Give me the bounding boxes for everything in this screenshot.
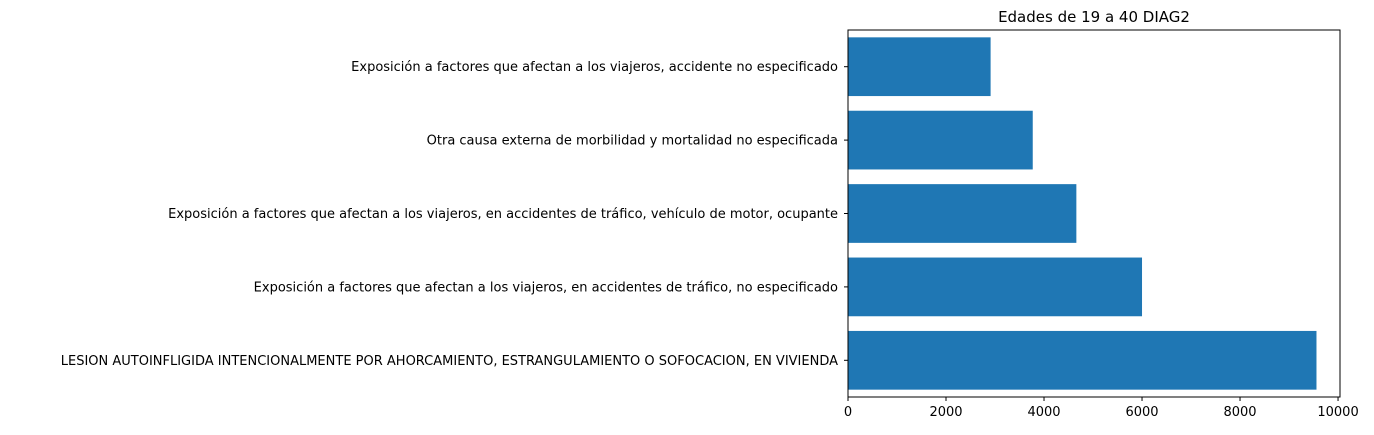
category-label-2: Exposición a factores que afectan a los … — [168, 207, 838, 222]
x-tick-label-4: 8000 — [1223, 405, 1256, 420]
chart-title: Edades de 19 a 40 DIAG2 — [998, 8, 1190, 26]
x-tick-label-0: 0 — [844, 405, 852, 420]
bar-0 — [848, 330, 1317, 390]
bar-2 — [848, 184, 1077, 243]
plot-frame — [847, 29, 1341, 398]
category-label-4: Exposición a factores que afectan a los … — [351, 60, 838, 75]
bars-layer — [848, 37, 1317, 390]
x-tick-label-2: 4000 — [1027, 405, 1060, 420]
category-label-0: LESION AUTOINFLIGIDA INTENCIONALMENTE PO… — [61, 354, 838, 369]
bar-4 — [848, 37, 991, 97]
category-labels: LESION AUTOINFLIGIDA INTENCIONALMENTE PO… — [61, 60, 848, 369]
x-axis: 0 2000 4000 6000 8000 10000 — [844, 397, 1359, 420]
x-tick-label-3: 6000 — [1125, 405, 1158, 420]
category-label-3: Otra causa externa de morbilidad y morta… — [427, 134, 838, 149]
x-tick-label-1: 2000 — [929, 405, 962, 420]
x-tick-label-5: 10000 — [1317, 405, 1358, 420]
bar-1 — [848, 257, 1143, 317]
category-label-1: Exposición a factores que afectan a los … — [254, 280, 838, 295]
bar-3 — [848, 110, 1033, 170]
